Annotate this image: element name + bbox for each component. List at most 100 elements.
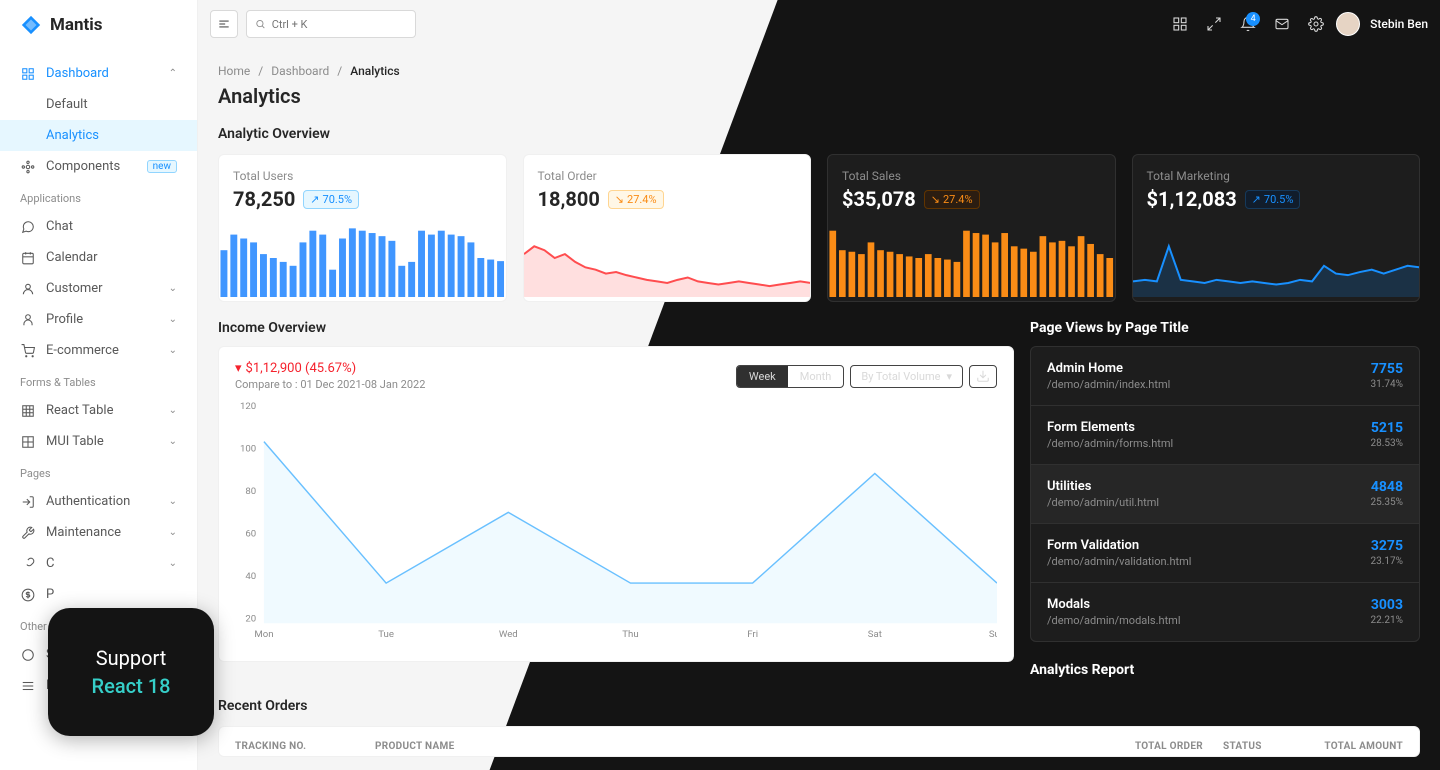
pv-count: 7755 <box>1371 361 1403 377</box>
breadcrumb-home[interactable]: Home <box>218 64 250 78</box>
breadcrumb: Home / Dashboard / Analytics <box>218 64 1420 78</box>
sidebar-caption: Forms & Tables <box>0 366 197 395</box>
pv-path: /demo/admin/util.html <box>1047 496 1371 509</box>
sidebar-item-react-table[interactable]: React Table⌄ <box>0 395 197 426</box>
stat-value: $35,078 <box>842 187 916 211</box>
settings-icon[interactable] <box>1302 10 1330 38</box>
brand[interactable]: Mantis <box>0 0 197 50</box>
sidebar-item-default[interactable]: Default <box>0 89 197 120</box>
svg-text:Fri: Fri <box>747 629 758 640</box>
download-button[interactable] <box>969 365 997 388</box>
pv-path: /demo/admin/modals.html <box>1047 614 1371 627</box>
svg-text:Sat: Sat <box>868 629 882 640</box>
svg-text:Sun: Sun <box>989 629 997 640</box>
pv-pct: 23.17% <box>1371 556 1403 567</box>
sidebar-item-label: Analytics <box>46 128 99 143</box>
analytics-report-title: Analytics Report <box>1030 662 1420 678</box>
sidebar-item-dashboard[interactable]: Dashboard ⌃ <box>0 58 197 89</box>
sidebar-item-mui-table[interactable]: MUI Table⌄ <box>0 426 197 457</box>
svg-text:Thu: Thu <box>622 629 638 640</box>
pv-path: /demo/admin/validation.html <box>1047 555 1371 568</box>
svg-text:20: 20 <box>245 613 256 624</box>
pv-path: /demo/admin/forms.html <box>1047 437 1371 450</box>
chevron-up-icon: ⌃ <box>169 68 177 79</box>
sidebar-item-label: Authentication <box>46 494 130 509</box>
mail-icon[interactable] <box>1268 10 1296 38</box>
pv-count: 5215 <box>1371 420 1403 436</box>
month-button[interactable]: Month <box>788 366 844 387</box>
pv-name: Admin Home <box>1047 361 1371 376</box>
username: Stebin Ben <box>1370 17 1428 31</box>
orders-title: Recent Orders <box>218 698 1420 714</box>
income-card: ▾$1,12,900 (45.67%) Compare to : 01 Dec … <box>218 346 1014 662</box>
pv-item[interactable]: Utilities /demo/admin/util.html 4848 25.… <box>1031 465 1419 524</box>
col-total-order: TOTAL ORDER <box>1103 741 1203 752</box>
pv-name: Form Validation <box>1047 538 1371 553</box>
pct-badge: ↘27.4% <box>608 190 664 209</box>
chevron-down-icon: ⌄ <box>169 405 177 416</box>
sidebar-item-label: Default <box>46 97 88 112</box>
chevron-down-icon: ⌄ <box>169 496 177 507</box>
stat-card: Total Users 78,250 ↗70.5% <box>218 154 507 302</box>
stat-card: Total Sales $35,078 ↘27.4% <box>827 154 1116 302</box>
support-box[interactable]: Support React 18 <box>48 608 214 736</box>
svg-text:60: 60 <box>245 528 256 539</box>
pv-item[interactable]: Form Validation /demo/admin/validation.h… <box>1031 524 1419 583</box>
pv-item[interactable]: Form Elements /demo/admin/forms.html 521… <box>1031 406 1419 465</box>
calendar-icon <box>20 251 36 265</box>
table-icon <box>20 404 36 418</box>
dollar-icon <box>20 588 36 602</box>
sidebar-item-label: Maintenance <box>46 525 121 540</box>
pv-item[interactable]: Modals /demo/admin/modals.html 3003 22.2… <box>1031 583 1419 641</box>
sidebar-item-calendar[interactable]: Calendar <box>0 242 197 273</box>
pv-name: Form Elements <box>1047 420 1371 435</box>
sidebar-item-p[interactable]: P <box>0 579 197 610</box>
expand-icon[interactable] <box>1200 10 1228 38</box>
chevron-down-icon: ⌄ <box>169 558 177 569</box>
sidebar-item-c[interactable]: C⌄ <box>0 548 197 579</box>
sidebar-item-auth[interactable]: Authentication ⌄ <box>0 486 197 517</box>
col-product: PRODUCT NAME <box>375 741 1103 752</box>
mini-chart <box>828 219 1115 301</box>
pv-title: Page Views by Page Title <box>1030 320 1420 336</box>
apps-icon[interactable] <box>1166 10 1194 38</box>
income-amount: ▾$1,12,900 (45.67%) <box>235 361 425 376</box>
profile-icon <box>20 313 36 327</box>
search-input[interactable] <box>246 10 416 38</box>
sidebar-item-label: Customer <box>46 281 103 296</box>
caret-down-icon: ▾ <box>946 370 952 383</box>
sidebar-item-components[interactable]: Components new <box>0 151 197 182</box>
brand-name: Mantis <box>50 15 103 35</box>
avatar[interactable] <box>1336 12 1360 36</box>
chevron-down-icon: ⌄ <box>169 314 177 325</box>
sidebar-item-ecommerce[interactable]: E-commerce⌄ <box>0 335 197 366</box>
sidebar-item-chat[interactable]: Chat <box>0 211 197 242</box>
pv-count: 3275 <box>1371 538 1403 554</box>
breadcrumb-current: Analytics <box>350 64 399 78</box>
sidebar-item-label: E-commerce <box>46 343 119 358</box>
pv-count: 4848 <box>1371 479 1403 495</box>
stat-value: 78,250 <box>233 187 295 211</box>
pv-path: /demo/admin/index.html <box>1047 378 1371 391</box>
sidebar-item-maintenance[interactable]: Maintenance⌄ <box>0 517 197 548</box>
volume-select[interactable]: By Total Volume▾ <box>850 365 963 388</box>
new-badge: new <box>147 160 177 173</box>
overview-title: Analytic Overview <box>218 126 1420 142</box>
stat-card: Total Marketing $1,12,083 ↗70.5% <box>1132 154 1421 302</box>
sidebar-item-label: Chat <box>46 219 73 234</box>
notifications-icon[interactable]: 4 <box>1234 10 1262 38</box>
pv-item[interactable]: Admin Home /demo/admin/index.html 7755 3… <box>1031 347 1419 406</box>
stat-label: Total Order <box>538 169 797 183</box>
sidebar-item-profile[interactable]: Profile⌄ <box>0 304 197 335</box>
sidebar-item-analytics[interactable]: Analytics <box>0 120 197 151</box>
pv-list: Admin Home /demo/admin/index.html 7755 3… <box>1030 346 1420 642</box>
search-field[interactable] <box>272 18 407 31</box>
sidebar-item-customer[interactable]: Customer⌄ <box>0 273 197 304</box>
breadcrumb-dashboard[interactable]: Dashboard <box>271 64 329 78</box>
pv-name: Modals <box>1047 597 1371 612</box>
sidebar-toggle-button[interactable] <box>210 10 238 38</box>
week-button[interactable]: Week <box>737 366 788 387</box>
search-icon <box>255 18 266 30</box>
pct-badge: ↘27.4% <box>924 190 980 209</box>
sidebar-item-label: Calendar <box>46 250 98 265</box>
